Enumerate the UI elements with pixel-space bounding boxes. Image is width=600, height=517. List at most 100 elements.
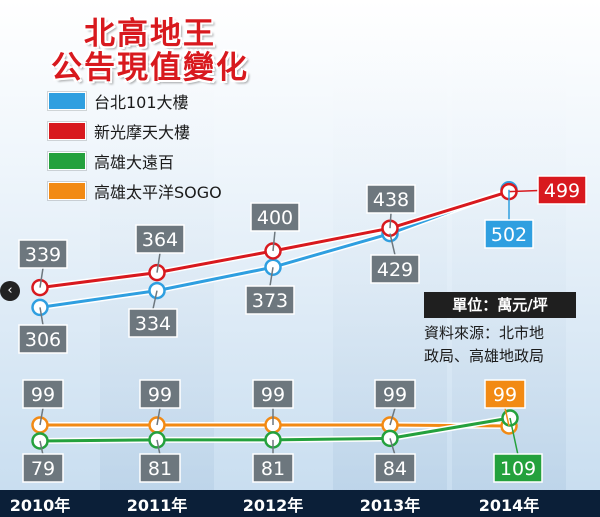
label-sogo-box (22, 379, 64, 409)
data-labels: 339 364 400 438 499 306 334 373 429 502 99 99 99 99 99… (18, 175, 587, 483)
label-fedo-text: 79 (31, 458, 55, 480)
label-shinkong-box (135, 224, 185, 254)
unit-note: 單位：萬元/坪 (424, 292, 576, 318)
legend-item-fedo: 高雄大遠百 (48, 150, 174, 172)
label-shinkong-text: 400 (257, 207, 293, 229)
label-shinkong: 339 (18, 239, 68, 269)
label-shinkong-box (18, 239, 68, 269)
legend-swatch (48, 92, 86, 110)
legend-item-taipei101: 台北101大樓 (48, 90, 189, 112)
x-tick-label: 2010年 (10, 496, 71, 515)
legend-item-shinkong: 新光摩天大樓 (48, 120, 190, 142)
label-shinkong-box (250, 202, 300, 232)
label-fedo-box (374, 453, 416, 483)
source-note: 資料來源：北市地 政局、高雄地政局 (424, 322, 584, 368)
label-sogo: 99 (139, 379, 181, 409)
label-fedo-text: 109 (500, 458, 536, 480)
legend-swatch (48, 182, 86, 200)
label-taipei101-text: 334 (135, 313, 171, 335)
label-leader (39, 407, 44, 426)
label-fedo-box (493, 453, 543, 483)
label-taipei101-box (245, 285, 295, 315)
label-leader (389, 212, 392, 229)
label-sogo-box (252, 379, 294, 409)
legend-label: 台北101大樓 (94, 93, 189, 112)
label-taipei101-box (18, 324, 68, 354)
source-line: 政局、高雄地政局 (424, 347, 545, 365)
label-leader (269, 267, 274, 287)
label-leader (389, 438, 396, 456)
label-taipei101-box (128, 308, 178, 338)
legend-item-sogo: 高雄太平洋SOGO (48, 180, 222, 202)
axis-bar (0, 490, 600, 517)
label-taipei101-text: 502 (491, 224, 527, 246)
x-tick-label: 2013年 (360, 496, 421, 515)
x-tick-label: 2014年 (479, 496, 540, 515)
label-fedo-text: 81 (261, 458, 285, 480)
label-sogo-text: 99 (261, 384, 285, 406)
label-taipei101: 429 (370, 254, 420, 284)
label-shinkong-text: 364 (142, 229, 178, 251)
label-leader (39, 440, 44, 456)
label-sogo: 99 (484, 379, 526, 409)
label-sogo-text: 99 (31, 384, 55, 406)
label-leader (272, 230, 276, 252)
label-taipei101-text: 429 (377, 259, 413, 281)
x-tick-label: 2011年 (127, 496, 188, 515)
x-axis: 2010年 2011年 2012年 2013年 2014年 (0, 490, 600, 517)
label-sogo-text: 99 (383, 384, 407, 406)
label-sogo-text: 99 (148, 384, 172, 406)
label-leader (509, 417, 519, 456)
legend-swatch (48, 122, 86, 140)
label-taipei101-box (484, 219, 534, 249)
label-sogo-box (139, 379, 181, 409)
label-fedo: 79 (22, 453, 64, 483)
label-shinkong-box (366, 184, 416, 214)
label-sogo: 99 (22, 379, 64, 409)
label-sogo-text: 99 (493, 384, 517, 406)
label-leader (156, 252, 161, 273)
chevron-left-icon[interactable]: ‹ (0, 281, 20, 301)
label-fedo: 81 (252, 453, 294, 483)
label-leader (39, 267, 44, 288)
chart-title-line2: 公告現值變化 (51, 50, 249, 86)
label-taipei101: 502 (484, 219, 534, 249)
label-sogo: 99 (374, 379, 416, 409)
label-fedo: 84 (374, 453, 416, 483)
legend-swatch (48, 152, 86, 170)
label-shinkong: 364 (135, 224, 185, 254)
label-fedo-box (252, 453, 294, 483)
label-taipei101: 306 (18, 324, 68, 354)
label-sogo: 99 (252, 379, 294, 409)
label-shinkong: 499 (537, 175, 587, 205)
source-line: 資料來源：北市地 (424, 324, 545, 342)
label-leader (504, 407, 510, 427)
chart-title-line1: 北高地王 (84, 16, 216, 52)
label-fedo-text: 84 (383, 458, 407, 480)
label-sogo-box (374, 379, 416, 409)
label-taipei101-box (370, 254, 420, 284)
label-leader (39, 307, 44, 326)
x-tick-label: 2012年 (243, 496, 304, 515)
label-shinkong: 400 (250, 202, 300, 232)
legend-label: 高雄大遠百 (94, 153, 175, 172)
label-shinkong: 438 (366, 184, 416, 214)
label-leader (389, 233, 396, 256)
label-taipei101-text: 373 (252, 290, 288, 312)
label-sogo-box (484, 379, 526, 409)
label-taipei101: 373 (245, 285, 295, 315)
label-fedo: 81 (139, 453, 181, 483)
series-points (31, 181, 519, 450)
label-fedo: 109 (493, 453, 543, 483)
label-taipei101: 334 (128, 308, 178, 338)
label-shinkong-text: 339 (25, 244, 61, 266)
label-fedo-box (139, 453, 181, 483)
label-leader (156, 407, 161, 426)
label-shinkong-box (537, 175, 587, 205)
label-leader (152, 290, 158, 310)
label-shinkong-text: 499 (544, 180, 580, 202)
legend-label: 新光摩天大樓 (94, 123, 191, 142)
label-shinkong-text: 438 (373, 189, 409, 211)
legend-label: 高雄太平洋SOGO (94, 183, 222, 202)
